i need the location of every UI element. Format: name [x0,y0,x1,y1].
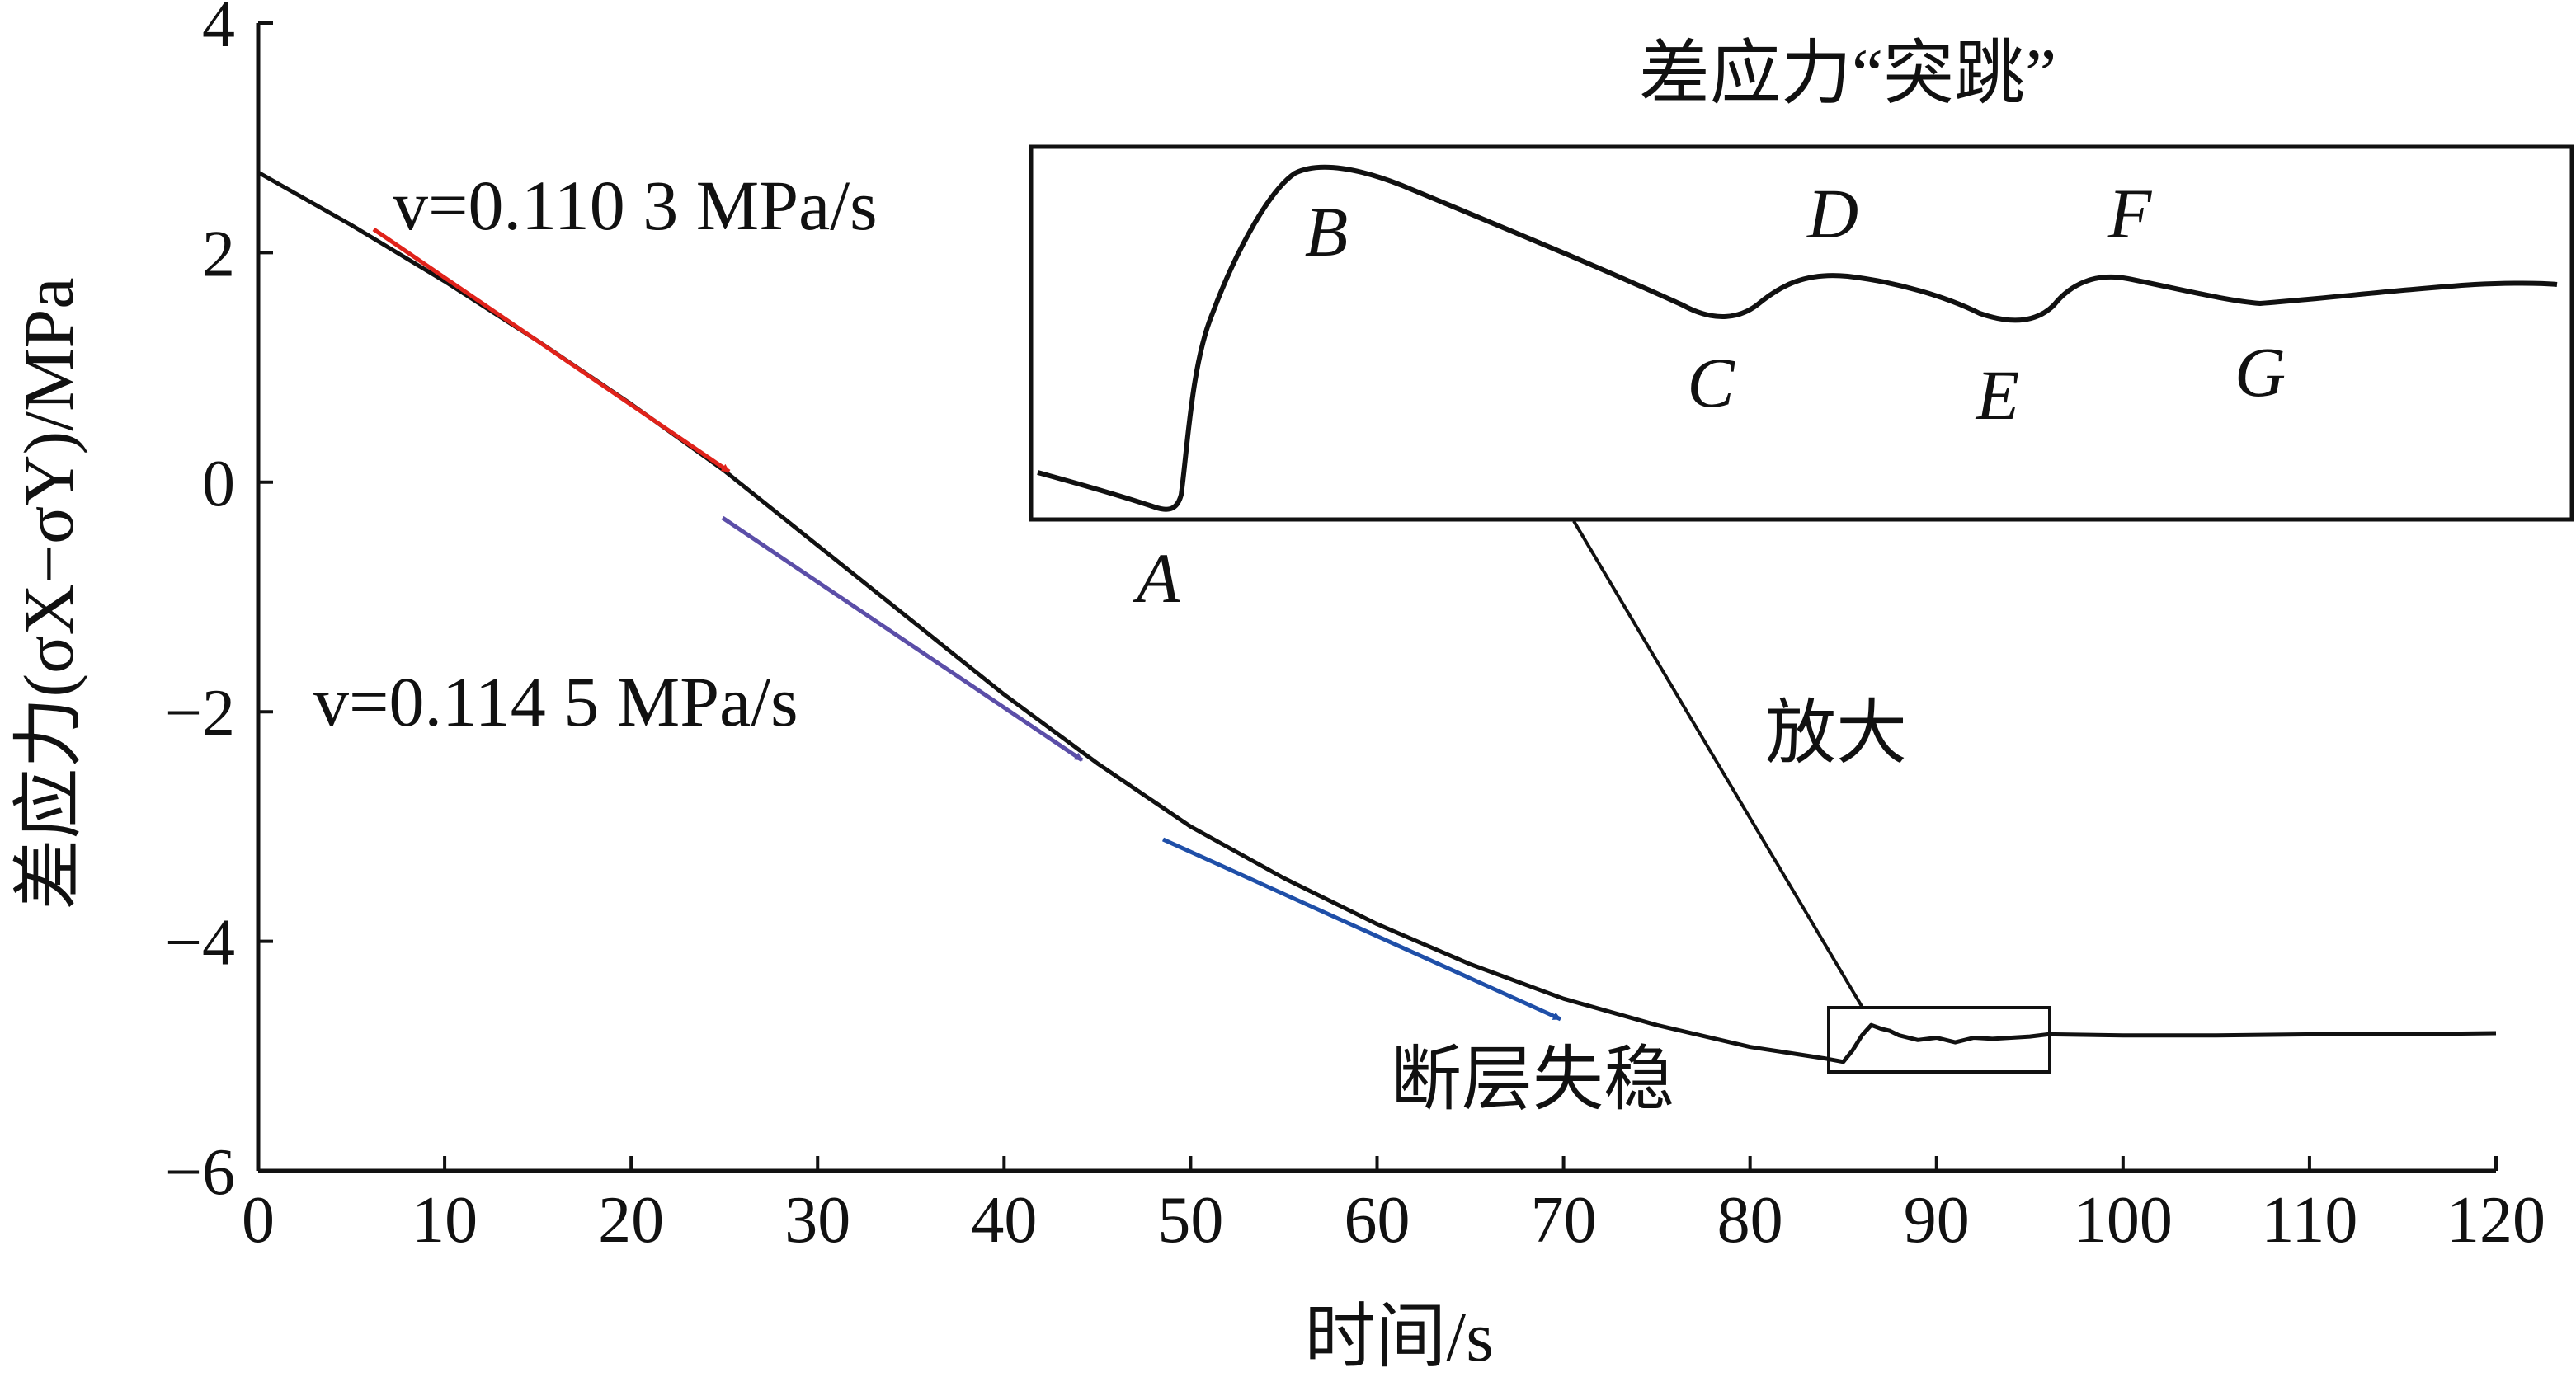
main-series-line [257,170,2497,1064]
inset-label-d: D [1806,174,1858,253]
x-tick-label: 110 [2261,1184,2357,1257]
x-tick-label: 20 [598,1184,664,1257]
x-axis-title: 时间/s [1304,1297,1493,1376]
y-ticks: 4 2 0 −2 −4 −6 [165,0,273,1209]
x-tick-label: 80 [1717,1184,1783,1257]
inset-label-f: F [2107,174,2153,253]
x-tick-label: 40 [971,1184,1037,1257]
arrow-blue [1161,837,1562,1022]
arrow-red [372,227,731,474]
instability-label: 断层失稳 [1391,1040,1674,1119]
x-tick-label: 90 [1904,1184,1970,1257]
x-tick-label: 0 [242,1184,275,1257]
x-tick-label: 120 [2446,1184,2545,1257]
zoom-region-box [1827,1006,2051,1074]
x-tick-label: 60 [1345,1184,1410,1257]
inset-label-c: C [1687,343,1735,422]
inset-curve [1037,164,2558,512]
y-tick-label: −4 [165,907,235,980]
arrow-purple [721,515,1084,763]
x-tick-label: 70 [1531,1184,1597,1257]
x-tick-label: 30 [784,1184,850,1257]
inset-label-a: A [1133,538,1180,618]
inset-label-b: B [1305,192,1349,271]
y-tick-label: 2 [202,218,235,290]
x-tick-label: 100 [2074,1184,2173,1257]
y-axis-title: 差应力(σX−σY)/MPa [9,277,88,909]
y-tick-label: 0 [202,448,235,520]
inset-label-g: G [2235,332,2286,411]
x-tick-label: 10 [412,1184,478,1257]
zoom-label: 放大 [1765,693,1907,773]
y-tick-label: −2 [165,677,235,750]
rate1-label: v=0.110 3 MPa/s [393,166,878,245]
y-tick-label: −6 [165,1136,235,1209]
inset-title: 差应力“突跳” [1639,34,2056,113]
y-tick-label: 4 [202,0,235,61]
zoom-connector-line [1572,519,1864,1009]
rate2-label: v=0.114 5 MPa/s [313,662,798,741]
inset: A B C D E F G [1029,144,2574,618]
x-ticks: 0 10 20 30 40 50 60 70 80 90 100 110 120 [242,1156,2545,1257]
inset-label-e: E [1975,355,2020,435]
inset-frame [1029,144,2574,522]
x-tick-label: 50 [1157,1184,1223,1257]
